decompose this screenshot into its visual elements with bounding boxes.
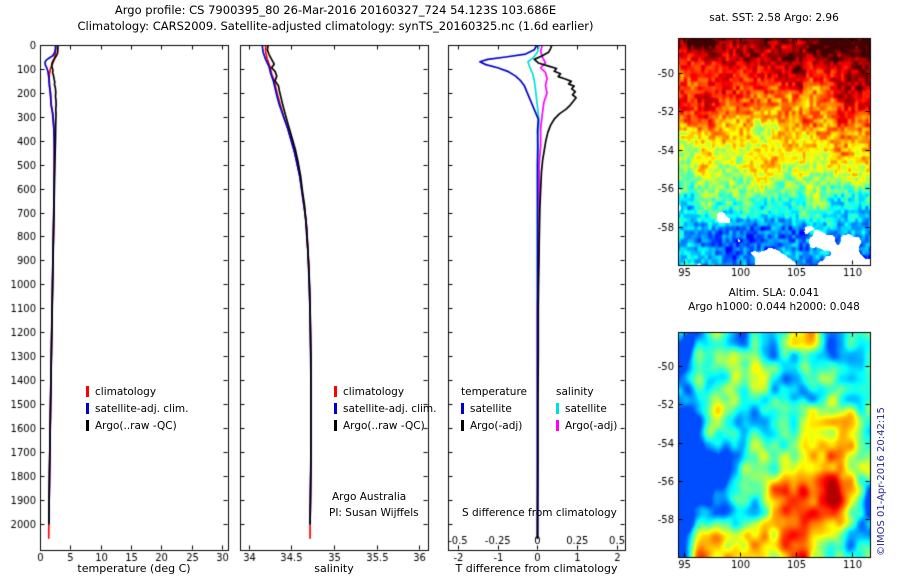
s-difference-label: S difference from climatology bbox=[462, 507, 617, 519]
legend-swatch-satellite-clim bbox=[334, 403, 337, 414]
sla-map-title-line2: Argo h1000: 0.044 h2000: 0.048 bbox=[688, 301, 860, 313]
legend-header-label: temperature bbox=[461, 385, 527, 398]
figure-subtitle: Climatology: CARS2009. Satellite-adjuste… bbox=[77, 19, 594, 33]
legend-label: Argo(-adj) bbox=[470, 419, 523, 432]
legend-salinity-panel: climatology satellite-adj. clim. Argo(..… bbox=[334, 383, 436, 434]
legend-swatch-climatology bbox=[334, 386, 337, 397]
legend-label: Argo(..raw -QC) bbox=[343, 419, 425, 432]
legend-item: Argo(-adj) bbox=[556, 417, 617, 434]
legend-header-label: salinity bbox=[556, 385, 594, 398]
legend-swatch-argo bbox=[86, 420, 89, 431]
legend-diff-salinity-column: salinity satellite Argo(-adj) bbox=[556, 383, 617, 434]
legend-item: climatology bbox=[334, 383, 436, 400]
xlabel-t-difference: T difference from climatology bbox=[455, 562, 618, 575]
legend-diff-temperature-column: temperature satellite Argo(-adj) bbox=[461, 383, 527, 434]
legend-swatch-satellite-t bbox=[461, 403, 464, 414]
figure-title: Argo profile: CS 7900395_80 26-Mar-2016 … bbox=[114, 3, 557, 17]
sla-map-title-line1: Altim. SLA: 0.041 bbox=[728, 287, 820, 299]
legend-label: satellite bbox=[470, 402, 512, 415]
legend-temperature-panel: climatology satellite-adj. clim. Argo(..… bbox=[86, 383, 188, 434]
legend-label: satellite bbox=[565, 402, 607, 415]
legend-label: Argo(-adj) bbox=[565, 419, 618, 432]
sst-map-title: sat. SST: 2.58 Argo: 2.96 bbox=[709, 12, 839, 24]
legend-column-header: salinity bbox=[556, 383, 617, 400]
legend-swatch-argo-t bbox=[461, 420, 464, 431]
legend-item: satellite bbox=[461, 400, 527, 417]
legend-label: satellite-adj. clim. bbox=[95, 402, 189, 415]
legend-item: satellite bbox=[556, 400, 617, 417]
xlabel-salinity: salinity bbox=[314, 562, 354, 575]
legend-label: climatology bbox=[343, 385, 405, 398]
legend-item: satellite-adj. clim. bbox=[334, 400, 436, 417]
legend-label: satellite-adj. clim. bbox=[343, 402, 437, 415]
legend-label: Argo(..raw -QC) bbox=[95, 419, 177, 432]
imos-watermark: ©IMOS 01-Apr-2016 20:42:15 bbox=[876, 407, 887, 556]
legend-item: satellite-adj. clim. bbox=[86, 400, 188, 417]
legend-label: climatology bbox=[95, 385, 157, 398]
legend-item: Argo(..raw -QC) bbox=[334, 417, 436, 434]
legend-swatch-argo bbox=[334, 420, 337, 431]
legend-swatch-climatology bbox=[86, 386, 89, 397]
xlabel-temperature: temperature (deg C) bbox=[77, 562, 191, 575]
legend-item: Argo(-adj) bbox=[461, 417, 527, 434]
pi-label: PI: Susan Wijffels bbox=[329, 507, 419, 519]
legend-item: Argo(..raw -QC) bbox=[86, 417, 188, 434]
argo-australia-label: Argo Australia bbox=[332, 491, 407, 503]
legend-swatch-argo-s bbox=[556, 420, 559, 431]
legend-column-header: temperature bbox=[461, 383, 527, 400]
legend-swatch-satellite-clim bbox=[86, 403, 89, 414]
legend-item: climatology bbox=[86, 383, 188, 400]
legend-swatch-satellite-s bbox=[556, 403, 559, 414]
